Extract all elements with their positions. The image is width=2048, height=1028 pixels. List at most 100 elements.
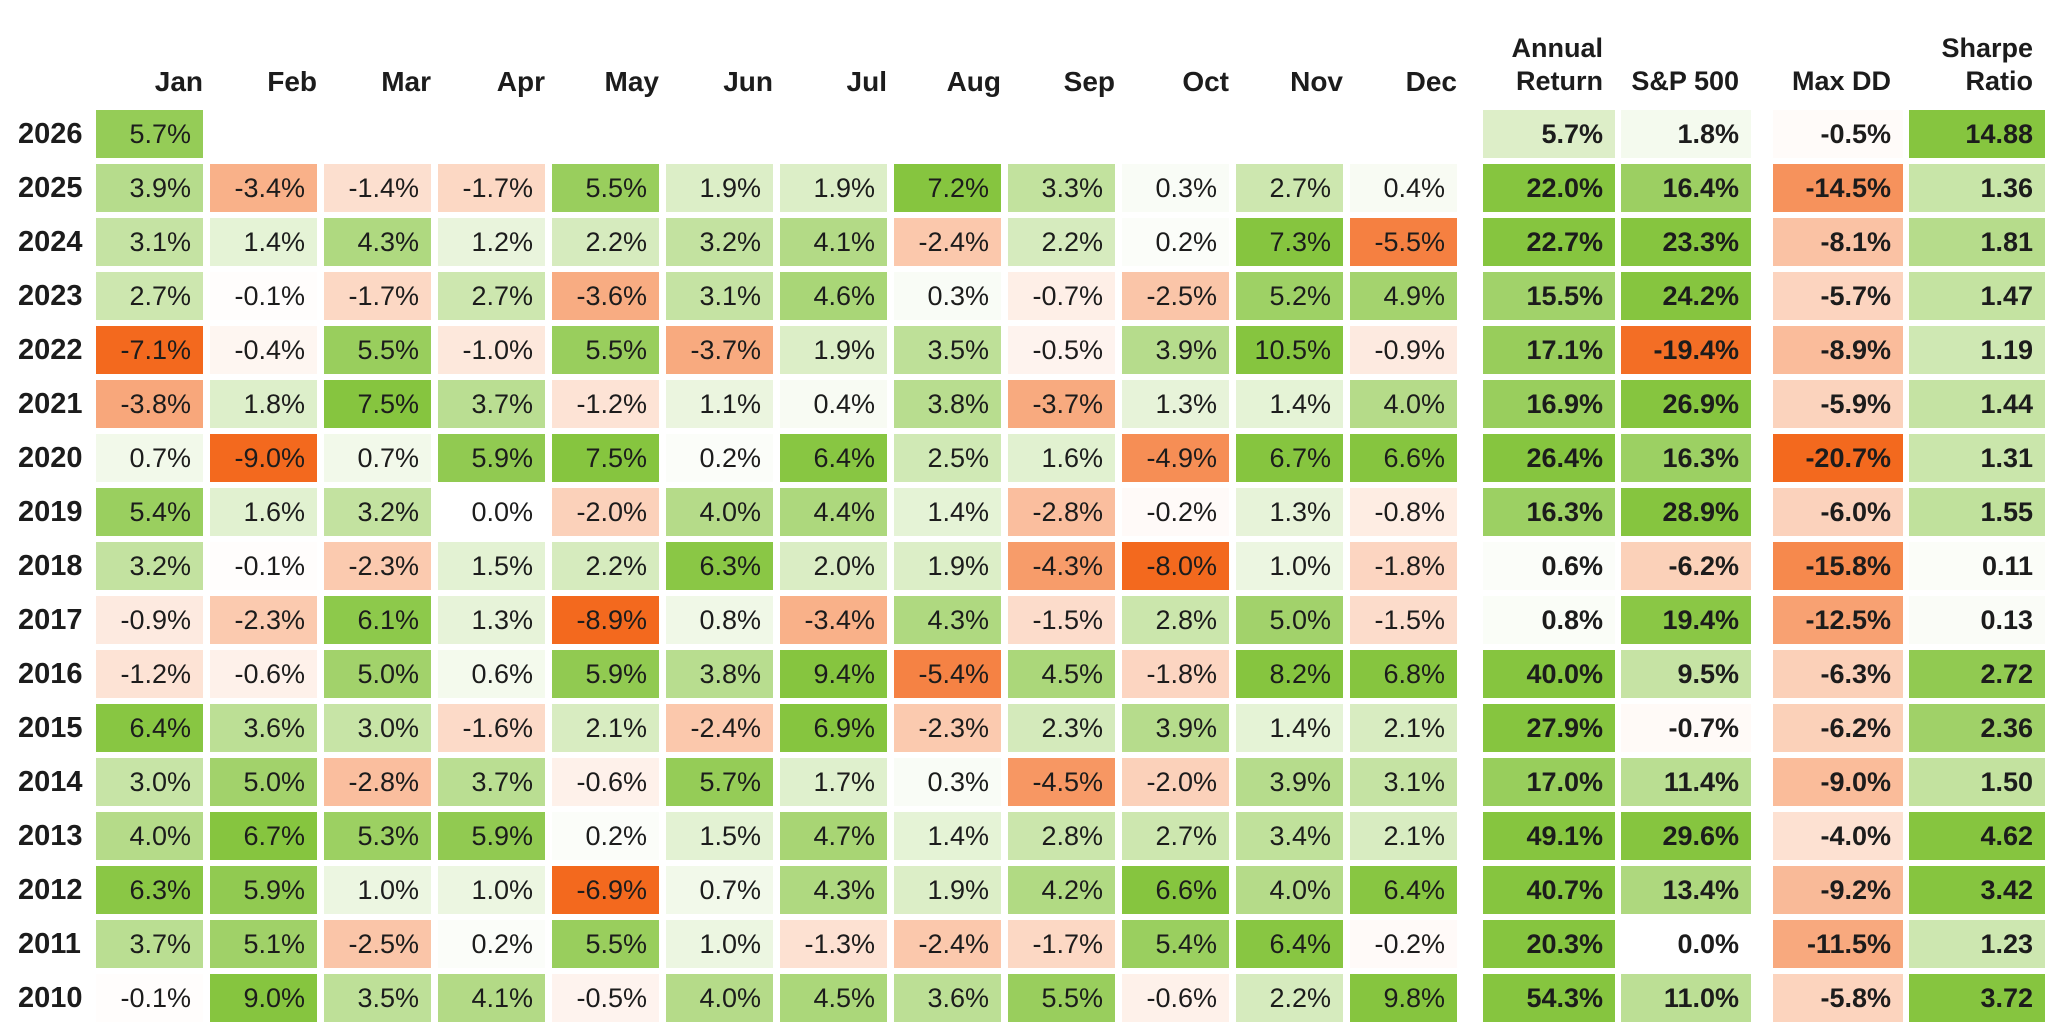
cell-2016-jan: -1.2% <box>96 650 203 698</box>
cell-2024-sharpe: 1.81 <box>1909 218 2045 266</box>
cell-2018-mar: -2.3% <box>324 542 431 590</box>
cell-2013-apr: 5.9% <box>438 812 545 860</box>
cell-2010-oct: -0.6% <box>1122 974 1229 1022</box>
cell-2022-jun: -3.7% <box>666 326 773 374</box>
cell-2024-sep: 2.2% <box>1008 218 1115 266</box>
month-header-jun: Jun <box>723 66 773 97</box>
cell-2010-mar: 3.5% <box>324 974 431 1022</box>
cell-2013-aug: 1.4% <box>894 812 1001 860</box>
cell-2022-nov: 10.5% <box>1236 326 1343 374</box>
cell-2017-sep: -1.5% <box>1008 596 1115 644</box>
cell-2023-feb: -0.1% <box>210 272 317 320</box>
cell-2015-sep: 2.3% <box>1008 704 1115 752</box>
cell-2012-dec: 6.4% <box>1350 866 1457 914</box>
column-gap <box>1464 380 1483 428</box>
cell-2015-nov: 1.4% <box>1236 704 1343 752</box>
cell-2026-jul <box>780 110 887 158</box>
table-row-2020: 2020 0.7% -9.0% 0.7% 5.9% 7.5% 0.2% 6.4% 2.5% 1.6… <box>0 434 2048 482</box>
cell-2018-max_dd: -15.8% <box>1773 542 1903 590</box>
column-gap <box>1751 542 1773 590</box>
table-row-2019: 2019 5.4% 1.6% 3.2% 0.0% -2.0% 4.0% 4.4% 1.4% -2.… <box>0 488 2048 536</box>
cell-2010-jul: 4.5% <box>780 974 887 1022</box>
cell-2021-sp500: 26.9% <box>1621 380 1751 428</box>
column-gap <box>1751 326 1773 374</box>
cell-2019-sp500: 28.9% <box>1621 488 1751 536</box>
header-row: Jan Feb Mar Apr May Jun Jul Aug Sep Oct Nov Dec Annu… <box>0 14 2048 98</box>
cell-2011-apr: 0.2% <box>438 920 545 968</box>
cell-2021-mar: 7.5% <box>324 380 431 428</box>
cell-2020-apr: 5.9% <box>438 434 545 482</box>
cell-2012-jan: 6.3% <box>96 866 203 914</box>
cell-2021-apr: 3.7% <box>438 380 545 428</box>
year-label: 2013 <box>18 819 83 852</box>
cell-2020-annual: 26.4% <box>1483 434 1615 482</box>
cell-2024-mar: 4.3% <box>324 218 431 266</box>
table-row-2022: 2022 -7.1% -0.4% 5.5% -1.0% 5.5% -3.7% 1.9% 3.5%… <box>0 326 2048 374</box>
cell-2013-sp500: 29.6% <box>1621 812 1751 860</box>
cell-2010-feb: 9.0% <box>210 974 317 1022</box>
cell-2022-apr: -1.0% <box>438 326 545 374</box>
year-label: 2026 <box>18 117 83 150</box>
column-gap <box>1464 704 1483 752</box>
cell-2012-may: -6.9% <box>552 866 659 914</box>
cell-2017-mar: 6.1% <box>324 596 431 644</box>
cell-2019-oct: -0.2% <box>1122 488 1229 536</box>
cell-2017-aug: 4.3% <box>894 596 1001 644</box>
cell-2017-nov: 5.0% <box>1236 596 1343 644</box>
year-label: 2012 <box>18 873 83 906</box>
cell-2010-aug: 3.6% <box>894 974 1001 1022</box>
year-label: 2025 <box>18 171 83 204</box>
cell-2017-apr: 1.3% <box>438 596 545 644</box>
cell-2016-nov: 8.2% <box>1236 650 1343 698</box>
cell-2026-jun <box>666 110 773 158</box>
year-label: 2017 <box>18 603 83 636</box>
cell-2012-sp500: 13.4% <box>1621 866 1751 914</box>
cell-2023-oct: -2.5% <box>1122 272 1229 320</box>
cell-2022-sep: -0.5% <box>1008 326 1115 374</box>
cell-2010-sharpe: 3.72 <box>1909 974 2045 1022</box>
cell-2024-jun: 3.2% <box>666 218 773 266</box>
cell-2012-oct: 6.6% <box>1122 866 1229 914</box>
cell-2026-max_dd: -0.5% <box>1773 110 1903 158</box>
table-row-2016: 2016 -1.2% -0.6% 5.0% 0.6% 5.9% 3.8% 9.4% -5.4% 4… <box>0 650 2048 698</box>
cell-2020-mar: 0.7% <box>324 434 431 482</box>
cell-2013-jun: 1.5% <box>666 812 773 860</box>
cell-2017-sp500: 19.4% <box>1621 596 1751 644</box>
cell-2015-apr: -1.6% <box>438 704 545 752</box>
table-row-2024: 2024 3.1% 1.4% 4.3% 1.2% 2.2% 3.2% 4.1% -2.4% 2.2… <box>0 218 2048 266</box>
month-header-may: May <box>604 66 659 97</box>
column-gap <box>1751 812 1773 860</box>
cell-2014-jun: 5.7% <box>666 758 773 806</box>
cell-2017-max_dd: -12.5% <box>1773 596 1903 644</box>
table-row-2025: 2025 3.9% -3.4% -1.4% -1.7% 5.5% 1.9% 1.9% 7.2% 3… <box>0 164 2048 212</box>
cell-2017-jul: -3.4% <box>780 596 887 644</box>
year-label: 2023 <box>18 279 83 312</box>
cell-2012-annual: 40.7% <box>1483 866 1615 914</box>
year-label: 2018 <box>18 549 83 582</box>
column-gap <box>1464 110 1483 158</box>
cell-2023-sp500: 24.2% <box>1621 272 1751 320</box>
summary-header-annual: Annual Return <box>1511 33 1604 96</box>
cell-2011-feb: 5.1% <box>210 920 317 968</box>
cell-2023-aug: 0.3% <box>894 272 1001 320</box>
cell-2012-sharpe: 3.42 <box>1909 866 2045 914</box>
cell-2020-sharpe: 1.31 <box>1909 434 2045 482</box>
cell-2019-sep: -2.8% <box>1008 488 1115 536</box>
table-row-2011: 2011 3.7% 5.1% -2.5% 0.2% 5.5% 1.0% -1.3% -2.4% -… <box>0 920 2048 968</box>
cell-2015-aug: -2.3% <box>894 704 1001 752</box>
cell-2026-feb <box>210 110 317 158</box>
cell-2023-nov: 5.2% <box>1236 272 1343 320</box>
cell-2021-jan: -3.8% <box>96 380 203 428</box>
cell-2017-feb: -2.3% <box>210 596 317 644</box>
cell-2014-jul: 1.7% <box>780 758 887 806</box>
column-gap <box>1751 758 1773 806</box>
cell-2011-jan: 3.7% <box>96 920 203 968</box>
cell-2018-jan: 3.2% <box>96 542 203 590</box>
cell-2018-nov: 1.0% <box>1236 542 1343 590</box>
cell-2021-jun: 1.1% <box>666 380 773 428</box>
cell-2014-aug: 0.3% <box>894 758 1001 806</box>
cell-2011-may: 5.5% <box>552 920 659 968</box>
cell-2018-jun: 6.3% <box>666 542 773 590</box>
column-gap <box>1751 650 1773 698</box>
month-header-nov: Nov <box>1290 66 1343 97</box>
